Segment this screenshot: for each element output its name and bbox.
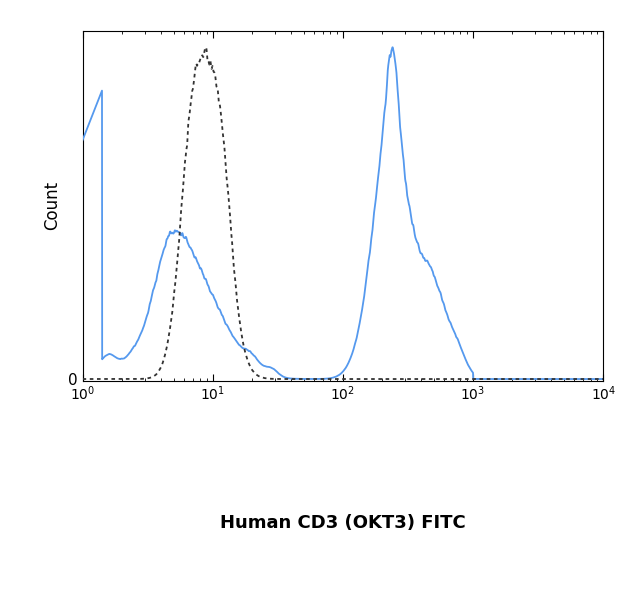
Y-axis label: Count: Count bbox=[43, 181, 61, 230]
X-axis label: Human CD3 (OKT3) FITC: Human CD3 (OKT3) FITC bbox=[220, 514, 466, 532]
